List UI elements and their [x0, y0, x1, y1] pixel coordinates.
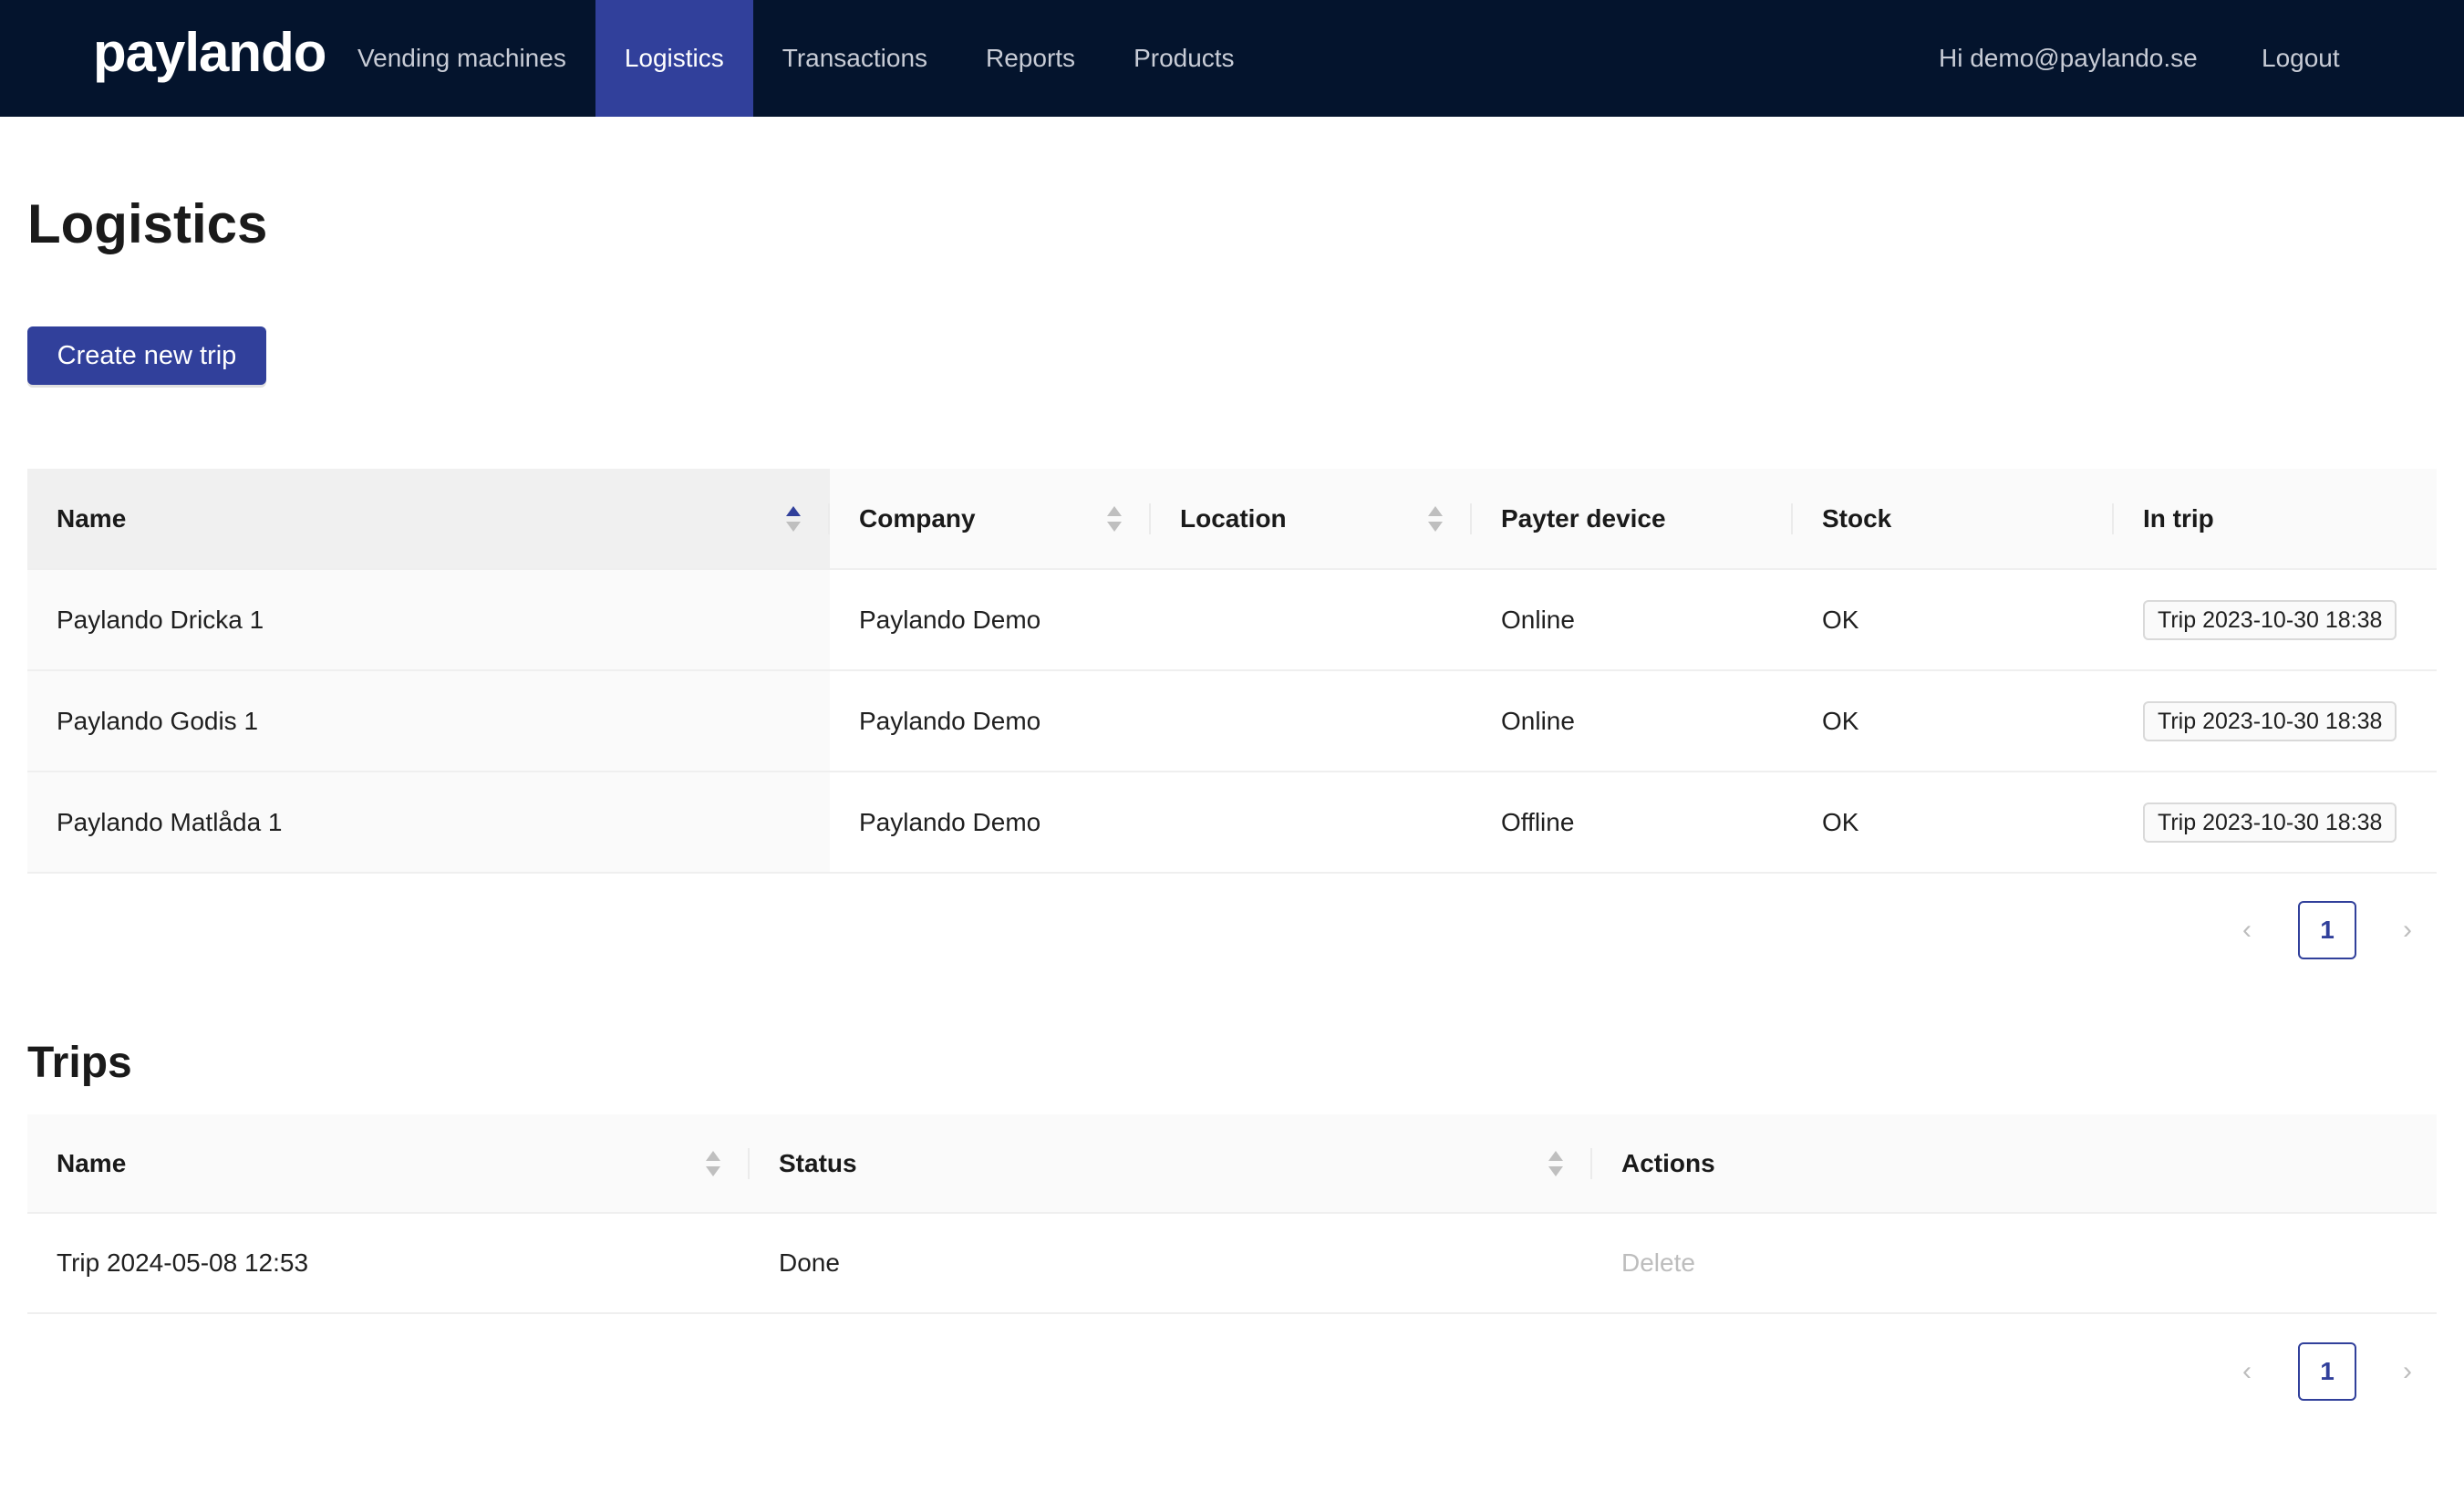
column-header-label: Status — [779, 1148, 857, 1177]
cell-location — [1151, 568, 1472, 670]
column-header-label: In trip — [2143, 503, 2214, 533]
create-new-trip-button[interactable]: Create new trip — [27, 326, 266, 385]
sort-icon[interactable] — [706, 1150, 720, 1176]
main-nav: Vending machines Logistics Transactions … — [328, 0, 1264, 117]
prev-page-icon[interactable]: ‹ — [2242, 1356, 2252, 1386]
cell-stock-status: OK — [1793, 568, 2114, 670]
cell-location — [1151, 669, 1472, 772]
trips-table: Name Status Actions Trip 2024-05-08 12:5… — [27, 1114, 2437, 1314]
next-page-icon[interactable]: › — [2403, 915, 2412, 945]
sort-icon[interactable] — [1428, 505, 1443, 532]
trips-section-title: Trips — [27, 1039, 132, 1087]
trip-tag[interactable]: Trip 2023-10-30 18:38 — [2143, 700, 2397, 741]
nav-logistics[interactable]: Logistics — [595, 0, 753, 117]
top-navbar: paylando Vending machines Logistics Tran… — [0, 0, 2464, 117]
column-header-in-trip: In trip — [2114, 469, 2437, 569]
column-header-label: Name — [57, 1148, 127, 1177]
column-header-label: Name — [57, 503, 127, 533]
table-row: Trip 2024-05-08 12:53 Done Delete — [27, 1212, 2437, 1314]
cell-payter-status: Online — [1472, 669, 1793, 772]
table-row: Paylando Dricka 1 Paylando Demo Online O… — [27, 568, 2437, 670]
cell-stock-status: OK — [1793, 771, 2114, 874]
column-header-label: Location — [1180, 503, 1287, 533]
trip-tag[interactable]: Trip 2023-10-30 18:38 — [2143, 599, 2397, 640]
table-row: Paylando Matlåda 1 Paylando Demo Offline… — [27, 771, 2437, 874]
table-row: Paylando Godis 1 Paylando Demo Online OK… — [27, 669, 2437, 772]
column-header-company[interactable]: Company — [830, 469, 1151, 569]
cell-in-trip: Trip 2023-10-30 18:38 — [2114, 771, 2437, 874]
nav-products[interactable]: Products — [1134, 44, 1235, 72]
cell-location — [1151, 771, 1472, 874]
cell-in-trip: Trip 2023-10-30 18:38 — [2114, 669, 2437, 772]
delete-trip-link[interactable]: Delete — [1621, 1248, 1695, 1277]
nav-reports[interactable]: Reports — [986, 44, 1076, 72]
column-header-label: Company — [859, 503, 976, 533]
cell-stock-status: OK — [1793, 669, 2114, 772]
trip-tag[interactable]: Trip 2023-10-30 18:38 — [2143, 802, 2397, 843]
cell-name: Paylando Godis 1 — [27, 669, 830, 772]
sort-icon[interactable] — [1107, 505, 1122, 532]
cell-company: Paylando Demo — [830, 771, 1151, 874]
cell-actions: Delete — [1592, 1212, 2437, 1314]
table-header-row: Name Status Actions — [27, 1114, 2437, 1213]
cell-name: Paylando Dricka 1 — [27, 568, 830, 670]
page-number-button[interactable]: 1 — [2298, 901, 2356, 959]
column-header-payter-device: Payter device — [1472, 469, 1793, 569]
column-header-label: Stock — [1822, 503, 1892, 533]
page-title: Logistics — [27, 193, 268, 254]
column-header-name[interactable]: Name — [27, 469, 830, 569]
cell-payter-status: Online — [1472, 568, 1793, 670]
column-header-location[interactable]: Location — [1151, 469, 1472, 569]
sort-icon[interactable] — [786, 505, 801, 532]
column-header-trip-name[interactable]: Name — [27, 1114, 750, 1213]
table-header-row: Name Company Location Payter device Stoc… — [27, 469, 2437, 569]
cell-name: Paylando Matlåda 1 — [27, 771, 830, 874]
cell-in-trip: Trip 2023-10-30 18:38 — [2114, 568, 2437, 670]
brand-logo[interactable]: paylando — [93, 22, 326, 83]
machines-pagination: ‹ 1 › — [2225, 901, 2429, 959]
cell-trip-name: Trip 2024-05-08 12:53 — [27, 1212, 750, 1314]
column-header-status[interactable]: Status — [750, 1114, 1592, 1213]
column-header-label: Actions — [1621, 1148, 1715, 1177]
logout-link[interactable]: Logout — [2262, 44, 2340, 72]
column-header-label: Payter device — [1501, 503, 1666, 533]
cell-company: Paylando Demo — [830, 568, 1151, 670]
nav-vending-machines[interactable]: Vending machines — [357, 44, 566, 72]
cell-company: Paylando Demo — [830, 669, 1151, 772]
page-number-button[interactable]: 1 — [2298, 1342, 2356, 1401]
column-header-actions: Actions — [1592, 1114, 2437, 1213]
sort-icon[interactable] — [1548, 1150, 1563, 1176]
column-header-stock: Stock — [1793, 469, 2114, 569]
cell-payter-status: Offline — [1472, 771, 1793, 874]
trips-pagination: ‹ 1 › — [2225, 1342, 2429, 1401]
nav-transactions[interactable]: Transactions — [782, 44, 928, 72]
cell-trip-status: Done — [750, 1212, 1592, 1314]
machines-table: Name Company Location Payter device Stoc… — [27, 469, 2437, 874]
prev-page-icon[interactable]: ‹ — [2242, 915, 2252, 945]
next-page-icon[interactable]: › — [2403, 1356, 2412, 1386]
user-greeting: Hi demo@paylando.se — [1939, 44, 2198, 72]
